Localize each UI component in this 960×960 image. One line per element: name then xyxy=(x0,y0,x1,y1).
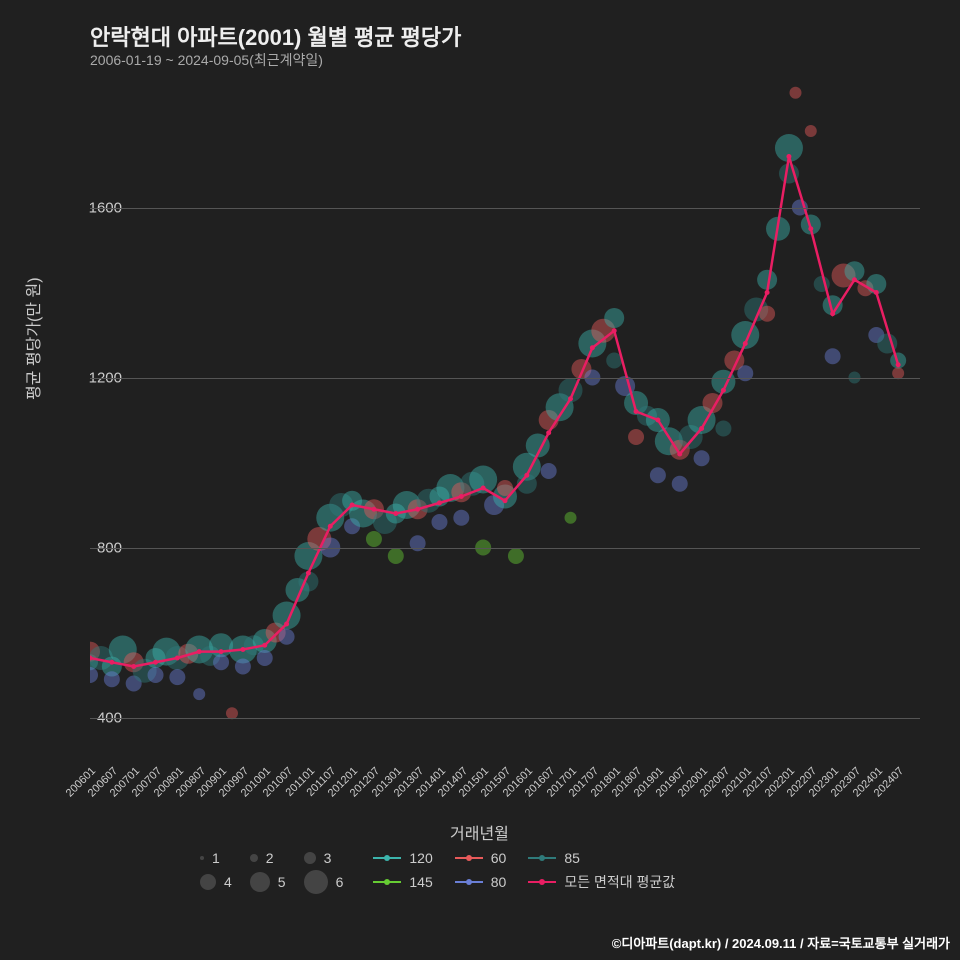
chart-title: 안락현대 아파트(2001) 월별 평균 평당가 xyxy=(90,20,461,52)
chart-subtitle: 2006-01-19 ~ 2024-09-05(최근계약일) xyxy=(90,50,323,70)
footer-credit: ©디아파트(dapt.kr) / 2024.09.11 / 자료=국토교통부 실… xyxy=(612,933,950,952)
x-axis-label: 거래년월 xyxy=(450,820,509,844)
y-axis-label: 평균 평당가(만 원) xyxy=(20,277,44,400)
size-legend: 123456 xyxy=(200,850,343,894)
scatter-line-plot xyxy=(90,80,920,760)
legend: 123456 120608514580모든 면적대 평균값 xyxy=(200,850,675,894)
color-legend: 120608514580모든 면적대 평균값 xyxy=(373,850,675,894)
